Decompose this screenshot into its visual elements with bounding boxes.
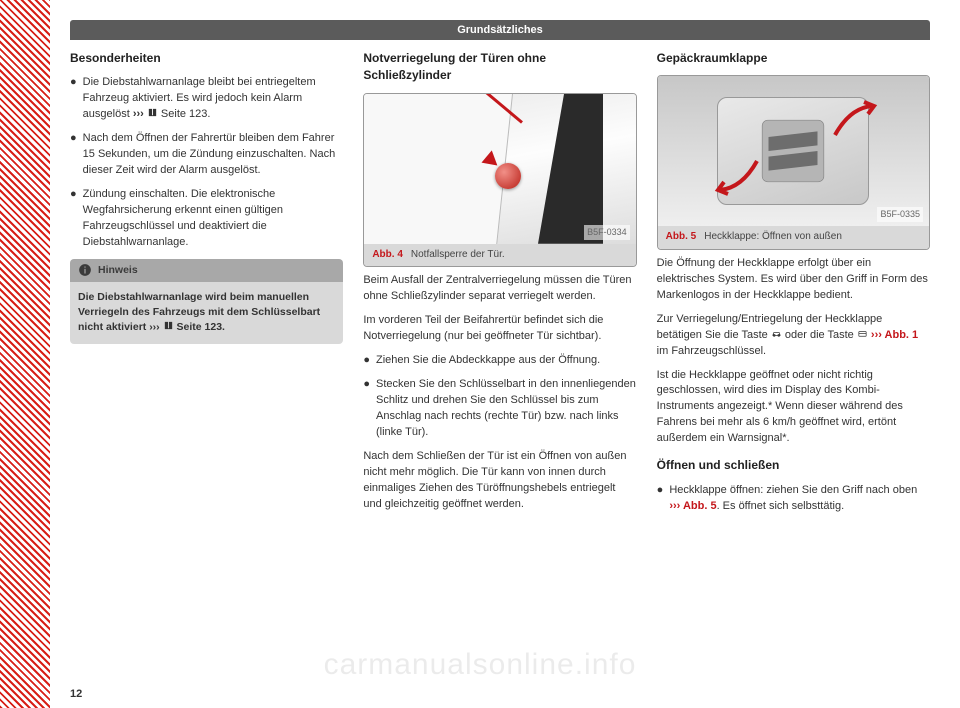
figure-5-image: B5F-0335	[658, 76, 929, 226]
red-arrow-icon	[830, 100, 880, 140]
col3-bullet-1: ● Heckklappe öffnen: ziehen Sie den Grif…	[657, 483, 930, 515]
col3-p3: Ist die Heckklappe geöffnet oder nicht r…	[657, 368, 930, 448]
col2-p3: Nach dem Schließen der Tür ist ein Öffne…	[363, 449, 636, 513]
bullet-dot: ●	[70, 187, 77, 251]
section-title: Grundsätzliches	[457, 24, 543, 36]
col2-b2: Stecken Sie den Schlüsselbart in den inn…	[376, 377, 637, 441]
info-icon	[78, 263, 92, 277]
text: Heckklappe öffnen: ziehen Sie den Griff …	[669, 484, 917, 496]
bullet-dot: ●	[657, 483, 664, 515]
page-number: 12	[70, 688, 82, 700]
figure-4: B5F-0334 Abb. 4 Notfallsperre der Tür.	[363, 93, 636, 268]
col3-p2: Zur Verriegelung/Entriegelung der Heckkl…	[657, 312, 930, 360]
col2-heading: Notverriegelung der Türen ohne Schließzy…	[363, 50, 636, 85]
section-header: Grundsätzliches	[70, 20, 930, 40]
bullet-dot: ●	[70, 131, 77, 179]
figure-caption-text: Heckklappe: Öffnen von außen	[704, 230, 842, 245]
col2-p2: Im vorderen Teil der Beifahrertür befind…	[363, 313, 636, 345]
car-open-icon	[771, 328, 782, 339]
xref-link: ››› Abb. 1	[871, 329, 918, 341]
fig-image-id: B5F-0335	[877, 207, 923, 222]
col1-bullet-1: ● Die Diebstahlwarnanlage bleibt bei ent…	[70, 75, 343, 123]
page-edge-stripes	[0, 0, 50, 708]
figure-5: B5F-0335 Abb. 5 Heckklappe: Öffnen von a…	[657, 75, 930, 250]
col3-p1: Die Öffnung der Heckklappe erfolgt über …	[657, 256, 930, 304]
bullet-dot: ●	[363, 377, 370, 441]
figure-id: Abb. 5	[666, 230, 697, 245]
col3-heading: Gepäckraumklappe	[657, 50, 930, 67]
col1-bullet-3: ● Zündung einschalten. Die elektronische…	[70, 187, 343, 251]
figure-id: Abb. 4	[372, 248, 403, 263]
col2-bullet-1: ● Ziehen Sie die Abdeckkappe aus der Öff…	[363, 353, 636, 369]
figure-caption-text: Notfallsperre der Tür.	[411, 248, 505, 263]
col2-p1: Beim Ausfall der Zentralverriegelung müs…	[363, 273, 636, 305]
col2-bullet-2: ● Stecken Sie den Schlüsselbart in den i…	[363, 377, 636, 441]
book-icon	[147, 107, 158, 118]
col1-heading: Besonderheiten	[70, 50, 343, 67]
hinweis-title: Hinweis	[98, 263, 138, 278]
red-arrow-icon	[712, 156, 762, 196]
fig-image-id: B5F-0334	[584, 225, 630, 240]
figure-5-caption: Abb. 5 Heckklappe: Öffnen von außen	[658, 226, 929, 249]
col2-b1: Ziehen Sie die Abdeckkappe aus der Öffnu…	[376, 353, 600, 369]
text: . Es öffnet sich selbsttätig.	[717, 500, 845, 512]
bullet-dot: ●	[363, 353, 370, 369]
figure-4-caption: Abb. 4 Notfallsperre der Tür.	[364, 244, 635, 267]
text: Seite 123.	[158, 108, 211, 120]
book-icon	[163, 320, 174, 331]
xref-link: ››› Abb. 5	[669, 500, 716, 512]
col1-p3: Zündung einschalten. Die elektronische W…	[83, 187, 344, 251]
hinweis-head: Hinweis	[70, 259, 343, 282]
column-2: Notverriegelung der Türen ohne Schließzy…	[363, 50, 636, 522]
column-1: Besonderheiten ● Die Diebstahlwarnanlage…	[70, 50, 343, 522]
three-column-layout: Besonderheiten ● Die Diebstahlwarnanlage…	[70, 50, 930, 522]
hinweis-body: Die Diebstahlwarnanlage wird beim manuel…	[70, 282, 343, 344]
col3-b1: Heckklappe öffnen: ziehen Sie den Griff …	[669, 483, 930, 515]
column-3: Gepäckraumklappe B5F-0335 Abb. 5	[657, 50, 930, 522]
trunk-icon	[857, 328, 868, 339]
col1-p1: Die Diebstahlwarnanlage bleibt bei entri…	[83, 75, 344, 123]
col3-sub2: Öffnen und schließen	[657, 457, 930, 474]
figure-4-image: B5F-0334	[364, 94, 635, 244]
xref-arrow: ›››	[133, 108, 147, 120]
text: oder die Taste	[782, 329, 857, 341]
bullet-dot: ●	[70, 75, 77, 123]
text: im Fahrzeugschlüssel.	[657, 345, 766, 357]
hinweis-box: Hinweis Die Diebstahlwarnanlage wird bei…	[70, 259, 343, 344]
col1-p2: Nach dem Öffnen der Fahrertür bleiben de…	[83, 131, 344, 179]
page-content: Grundsätzliches Besonderheiten ● Die Die…	[50, 0, 960, 708]
col1-bullet-2: ● Nach dem Öffnen der Fahrertür bleiben …	[70, 131, 343, 179]
text: Seite 123.	[174, 321, 225, 333]
seat-logo-icon	[758, 116, 828, 186]
